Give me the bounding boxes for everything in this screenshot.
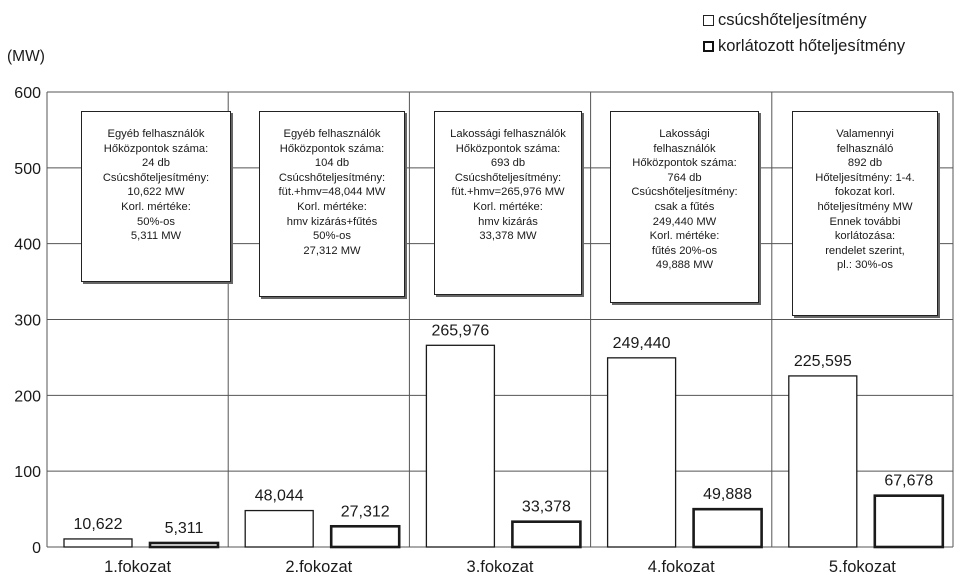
annotation-line: Csúcshőteljesítmény: xyxy=(631,186,738,199)
annotation-line: Ennek további xyxy=(829,215,901,228)
legend: csúcshőteljesítmény korlátozott hőteljes… xyxy=(703,8,965,60)
bar-limited xyxy=(329,524,401,549)
data-label-peak: 10,622 xyxy=(74,516,123,533)
data-label-limited: 49,888 xyxy=(703,486,752,503)
annotation-line: Csúcshőteljesítmény: xyxy=(454,171,562,184)
data-label-peak: 265,976 xyxy=(431,322,489,339)
annotation-line: Korl. mértéke: xyxy=(297,200,367,213)
bar-peak xyxy=(606,357,677,548)
annotation-line: 24 db xyxy=(142,157,170,170)
annotation-box: Egyéb felhasználók Hőközpontok száma: 24 d… xyxy=(81,111,231,282)
y-tick-label: 100 xyxy=(14,464,41,481)
annotation-line: felhasználók xyxy=(653,142,716,155)
annotation-line: 249,440 MW xyxy=(652,215,717,228)
annotation-line: hmv kizárás xyxy=(478,215,538,228)
legend-label-peak: csúcshőteljesítmény xyxy=(718,10,867,29)
annotation-line: fűtés 20%-os xyxy=(651,244,718,257)
legend-swatch-peak xyxy=(703,14,714,26)
annotation-line: Hőközpontok száma: xyxy=(103,142,209,155)
data-label-limited: 5,311 xyxy=(165,520,204,537)
annotation-line: Valamennyi xyxy=(836,128,894,140)
legend-label-limited: korlátozott hőteljesítmény xyxy=(718,36,906,55)
annotation-line: Korl. mértéke: xyxy=(121,200,191,213)
annotation-box: Lakossági felhasználók Hőközpontok száma:… xyxy=(434,111,582,295)
x-tick-label: 5.fokozat xyxy=(829,558,896,576)
annotation-line: 764 db xyxy=(667,171,702,184)
legend-item-limited: korlátozott hőteljesítmény xyxy=(703,34,965,58)
annotation-line: Hőközpontok száma: xyxy=(279,142,385,155)
annotation-line: hmv kizárás+fűtés xyxy=(286,215,378,228)
annotation-line: Csúcshőteljesítmény: xyxy=(278,171,386,184)
annotation-line: Korl. mértéke: xyxy=(649,230,720,243)
annotation-line: Lakossági xyxy=(659,128,710,140)
annotation-box: Lakossági felhasználók Hőközpontok száma: 7… xyxy=(610,111,759,303)
annotation-line: 10,622 MW xyxy=(127,186,185,199)
legend-swatch-limited xyxy=(703,40,714,52)
annotation-line: 50%-os xyxy=(137,215,175,228)
annotation-line: 5,311 MW xyxy=(130,230,182,243)
annotation-line: Egyéb felhasználók xyxy=(283,128,381,140)
x-tick-label: 3.fokozat xyxy=(467,558,534,576)
annotation-line: 50%-os xyxy=(313,230,351,243)
annotation-line: Lakossági felhasználók xyxy=(450,128,566,140)
data-label-limited: 67,678 xyxy=(884,473,933,490)
y-tick-label: 200 xyxy=(14,388,41,405)
annotation-line: Egyéb felhasználók xyxy=(107,128,205,140)
annotation-line: fokozat korl. xyxy=(834,186,896,199)
annotation-line: csak a fűtés xyxy=(654,200,715,213)
annotation-line: 49,888 MW xyxy=(655,259,714,272)
annotation-line: füt.+hmv=265,976 MW xyxy=(451,186,565,199)
annotation-line: füt.+hmv=48,044 MW xyxy=(278,186,386,199)
annotation-line: 892 db xyxy=(847,157,883,170)
annotation-line: 693 db xyxy=(490,157,526,170)
annotation-line: Korl. mértéke: xyxy=(473,200,543,213)
bar-limited xyxy=(148,541,220,549)
annotation-line: korlátozása: xyxy=(834,230,896,243)
x-tick-label: 4.fokozat xyxy=(648,558,715,576)
bar-peak xyxy=(63,538,133,548)
annotation-line: Hőközpontok száma: xyxy=(455,142,561,155)
annotation-line: pl.: 30%-os xyxy=(837,259,893,272)
data-label-limited: 33,378 xyxy=(522,499,571,516)
bar-peak xyxy=(425,344,496,548)
annotation-line: 33,378 MW xyxy=(479,230,537,243)
annotation-line: felhasználó xyxy=(836,142,894,155)
y-tick-label: 300 xyxy=(14,313,41,330)
data-label-peak: 225,595 xyxy=(794,353,852,370)
annotation-box: Valamennyi felhasználó 892 db Hőteljesítmén… xyxy=(792,111,938,316)
y-tick-label: 500 xyxy=(14,161,41,178)
annotation-line: Csúcshőteljesítmény: xyxy=(102,171,210,184)
data-label-limited: 27,312 xyxy=(341,503,390,520)
annotation-line: hőteljesítmény MW xyxy=(817,200,913,213)
annotation-line: rendelet szerint, xyxy=(825,244,905,257)
y-tick-label: 400 xyxy=(14,237,41,254)
x-tick-label: 1.fokozat xyxy=(104,558,171,576)
data-label-peak: 48,044 xyxy=(255,488,304,505)
annotation-line: Hőközpontok száma: xyxy=(632,157,737,170)
y-tick-label: 600 xyxy=(14,85,41,102)
annotation-line: Hőteljesítmény: 1-4. xyxy=(815,171,915,184)
bar-peak xyxy=(244,509,314,548)
data-label-peak: 249,440 xyxy=(613,335,671,352)
annotation-box: Egyéb felhasználók Hőközpontok száma: 104 … xyxy=(259,111,405,297)
bar-limited xyxy=(873,494,945,549)
bar-limited xyxy=(511,520,582,549)
bar-limited xyxy=(692,507,763,549)
y-tick-label: 0 xyxy=(32,540,41,557)
annotation-line: 104 db xyxy=(314,157,350,170)
legend-item-peak: csúcshőteljesítmény xyxy=(703,8,965,32)
y-axis-label: (MW) xyxy=(7,48,45,65)
x-tick-label: 2.fokozat xyxy=(285,558,352,576)
bar-peak xyxy=(788,375,858,548)
annotation-line: 27,312 MW xyxy=(303,244,361,257)
